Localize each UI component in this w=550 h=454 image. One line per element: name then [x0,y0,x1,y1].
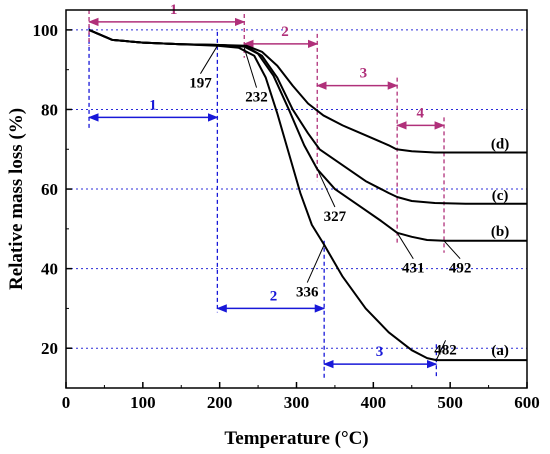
annotation-482: 482 [434,342,457,358]
y-tick-label-20: 20 [41,339,58,358]
series-line-a [88,28,527,362]
annotation-232: 232 [245,90,268,106]
stage-label-1: 2 [281,24,289,40]
curve-label-c: (c) [492,188,509,204]
x-tick-label-200: 200 [207,393,233,412]
curve-label-b: (b) [491,224,509,240]
stage-label-4: 1 [149,97,157,113]
y-axis-title: Relative mass loss (%) [6,108,27,290]
annotation-leader-197 [200,45,218,74]
x-tick-label-300: 300 [284,393,310,412]
x-tick-label-0: 0 [62,393,71,412]
annotation-492: 492 [449,261,472,277]
annotation-197: 197 [189,76,212,92]
stage-label-5: 2 [270,288,278,304]
plot-frame [65,9,528,389]
series-line-b [88,28,527,242]
stage-label-6: 3 [376,344,384,360]
x-tick-label-500: 500 [437,393,463,412]
x-tick-label-100: 100 [130,393,156,412]
annotation-leader-492 [443,240,461,260]
curve-label-d: (d) [491,136,509,152]
annotation-leader-232 [243,47,258,88]
x-tick-label-600: 600 [514,393,540,412]
x-tick-label-400: 400 [361,393,387,412]
annotation-leader-327 [316,168,336,208]
y-tick-label-100: 100 [33,21,59,40]
annotation-431: 431 [402,261,425,277]
y-tick-label-80: 80 [41,100,58,119]
stage-label-3: 4 [416,105,424,121]
annotation-leader-336 [306,244,325,283]
y-tick-label-60: 60 [41,180,58,199]
stage-label-2: 3 [360,66,368,82]
annotation-leader-431 [396,232,414,259]
x-axis-title: Temperature (°C) [224,428,368,449]
y-tick-label-40: 40 [41,260,58,279]
series-line-d [88,28,527,154]
curve-label-a: (a) [491,343,509,359]
annotation-336: 336 [296,285,319,301]
annotation-327: 327 [324,209,347,225]
annotation-leader-482 [435,340,447,361]
